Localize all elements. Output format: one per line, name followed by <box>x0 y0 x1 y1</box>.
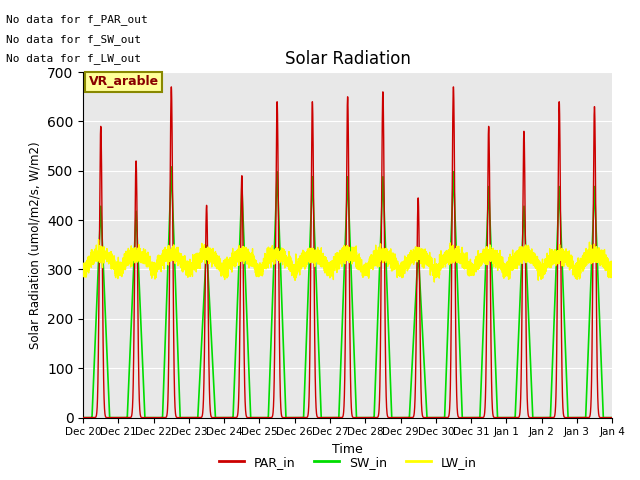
Text: No data for f_LW_out: No data for f_LW_out <box>6 53 141 64</box>
Text: No data for f_SW_out: No data for f_SW_out <box>6 34 141 45</box>
Y-axis label: Solar Radiation (umol/m2/s, W/m2): Solar Radiation (umol/m2/s, W/m2) <box>29 141 42 348</box>
Title: Solar Radiation: Solar Radiation <box>285 49 411 68</box>
Legend: PAR_in, SW_in, LW_in: PAR_in, SW_in, LW_in <box>214 451 482 474</box>
Text: VR_arable: VR_arable <box>88 75 159 88</box>
Text: No data for f_PAR_out: No data for f_PAR_out <box>6 14 148 25</box>
X-axis label: Time: Time <box>332 443 363 456</box>
